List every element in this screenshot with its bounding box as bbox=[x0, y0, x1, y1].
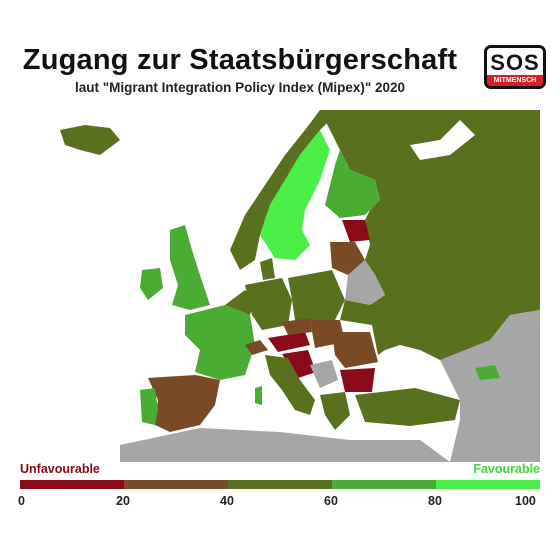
region-georgia bbox=[475, 365, 500, 380]
logo-subtext: MITMENSCH bbox=[487, 75, 543, 86]
region-switzerland bbox=[245, 340, 268, 355]
region-italy bbox=[265, 355, 315, 415]
region-czech bbox=[282, 318, 312, 335]
map-subtitle: laut "Migrant Integration Policy Index (… bbox=[74, 80, 406, 95]
region-greece bbox=[320, 392, 350, 430]
region-sardinia bbox=[255, 386, 262, 405]
region-spain bbox=[148, 375, 220, 432]
legend-segment-20-40 bbox=[124, 480, 228, 489]
region-north-africa bbox=[120, 428, 450, 462]
region-norway bbox=[230, 110, 340, 270]
region-france bbox=[185, 305, 255, 380]
logo-text: SOS bbox=[490, 50, 540, 75]
legend-segment-40-60 bbox=[228, 480, 332, 489]
legend-tick-0: 0 bbox=[18, 494, 25, 508]
sos-mitmensch-logo: SOS MITMENSCH bbox=[484, 45, 546, 89]
region-portugal bbox=[140, 388, 158, 425]
region-croatia-slovenia bbox=[282, 350, 316, 378]
region-bulgaria bbox=[340, 368, 375, 392]
region-arctic-white bbox=[410, 120, 475, 160]
map-title: Zugang zur Staatsbürgerschaft bbox=[22, 44, 458, 76]
region-poland bbox=[288, 270, 345, 320]
legend-high-label: Favourable bbox=[473, 462, 540, 476]
legend-segment-80-100 bbox=[436, 480, 540, 489]
legend-tick-40: 40 bbox=[220, 494, 234, 508]
region-germany bbox=[245, 278, 292, 330]
region-turkey bbox=[355, 388, 460, 426]
legend-segment-0-20 bbox=[20, 480, 124, 489]
region-latvia-lithuania bbox=[330, 242, 365, 275]
legend-low-label: Unfavourable bbox=[20, 462, 100, 476]
legend-tick-80: 80 bbox=[428, 494, 442, 508]
legend-tick-100: 100 bbox=[515, 494, 536, 508]
region-denmark bbox=[260, 258, 275, 280]
region-belarus bbox=[345, 260, 385, 305]
region-romania bbox=[332, 332, 378, 368]
europe-choropleth-map bbox=[60, 110, 540, 462]
region-iceland bbox=[60, 125, 120, 155]
region-estonia bbox=[342, 220, 370, 242]
region-austria bbox=[268, 332, 310, 352]
legend-tick-20: 20 bbox=[116, 494, 130, 508]
region-ireland bbox=[140, 268, 163, 300]
legend-tick-60: 60 bbox=[324, 494, 338, 508]
region-russia bbox=[320, 110, 540, 360]
region-sweden bbox=[260, 130, 330, 260]
region-ukraine bbox=[340, 295, 400, 350]
legend-segment-60-80 bbox=[332, 480, 436, 489]
region-finland bbox=[325, 150, 380, 218]
region-balkans-no-data bbox=[310, 360, 338, 388]
region-middle-east-no-data bbox=[440, 310, 540, 462]
region-benelux bbox=[225, 290, 255, 315]
region-uk bbox=[170, 225, 210, 310]
